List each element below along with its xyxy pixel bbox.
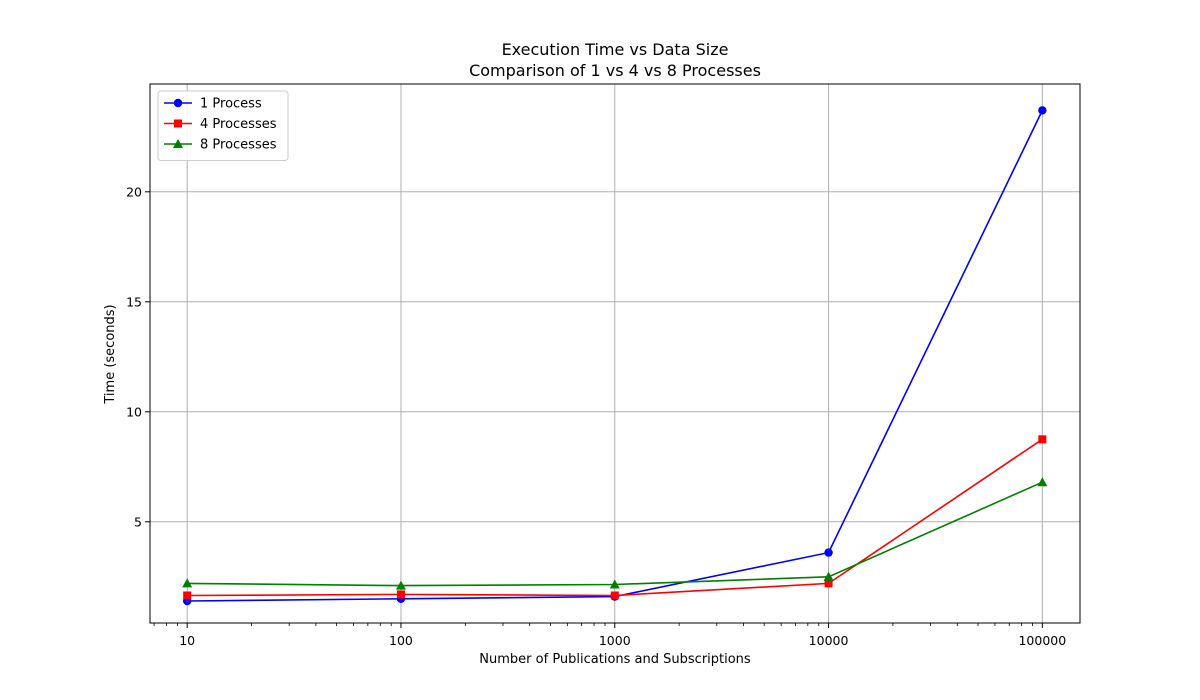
- legend-label: 8 Processes: [200, 138, 277, 153]
- data-point: [396, 590, 405, 599]
- chart-subtitle: Comparison of 1 vs 4 vs 8 Processes: [469, 61, 761, 80]
- data-point: [824, 579, 833, 588]
- legend-item: 1 Process: [164, 97, 262, 112]
- plot-frame: [149, 83, 1081, 624]
- y-tick-label: 10: [126, 404, 142, 419]
- y-tick-label: 20: [126, 184, 142, 199]
- legend-label: 1 Process: [200, 97, 262, 112]
- legend-marker: [174, 119, 182, 128]
- legend-item: 4 Processes: [164, 117, 277, 132]
- legend: 1 Process 4 Processes 8 Processes: [157, 90, 289, 161]
- axis-ticks: 10 100 1000 10000 100000 5 10 15 20: [126, 184, 1066, 648]
- y-axis-label: Time (seconds): [103, 304, 118, 404]
- data-point: [823, 571, 834, 581]
- data-point: [610, 591, 619, 600]
- data-point: [182, 578, 193, 588]
- legend-label: 4 Processes: [200, 117, 277, 132]
- series-2: [183, 435, 1047, 600]
- data-point: [824, 548, 833, 557]
- data-point: [183, 591, 192, 600]
- series-3: [182, 477, 1048, 590]
- legend-item: 8 Processes: [164, 138, 277, 153]
- grid: [150, 84, 1080, 623]
- x-axis-label: Number of Publications and Subscriptions: [479, 652, 751, 667]
- x-tick-label: 100: [389, 633, 413, 648]
- legend-box: [157, 90, 289, 161]
- legend-marker: [173, 139, 183, 148]
- data-point: [1038, 106, 1047, 115]
- y-tick-label: 15: [126, 294, 142, 309]
- data-point: [609, 579, 620, 589]
- data-point: [1038, 435, 1047, 444]
- x-tick-label: 1000: [599, 633, 631, 648]
- y-tick-label: 5: [134, 514, 142, 529]
- x-tick-label: 10000: [809, 633, 849, 648]
- data-point: [395, 580, 406, 590]
- data-point: [1037, 477, 1048, 487]
- plot-series: [182, 106, 1048, 606]
- x-tick-label: 100000: [1018, 633, 1066, 648]
- legend-marker: [173, 98, 183, 108]
- x-tick-label: 10: [179, 633, 195, 648]
- chart-title: Execution Time vs Data Size: [502, 40, 729, 59]
